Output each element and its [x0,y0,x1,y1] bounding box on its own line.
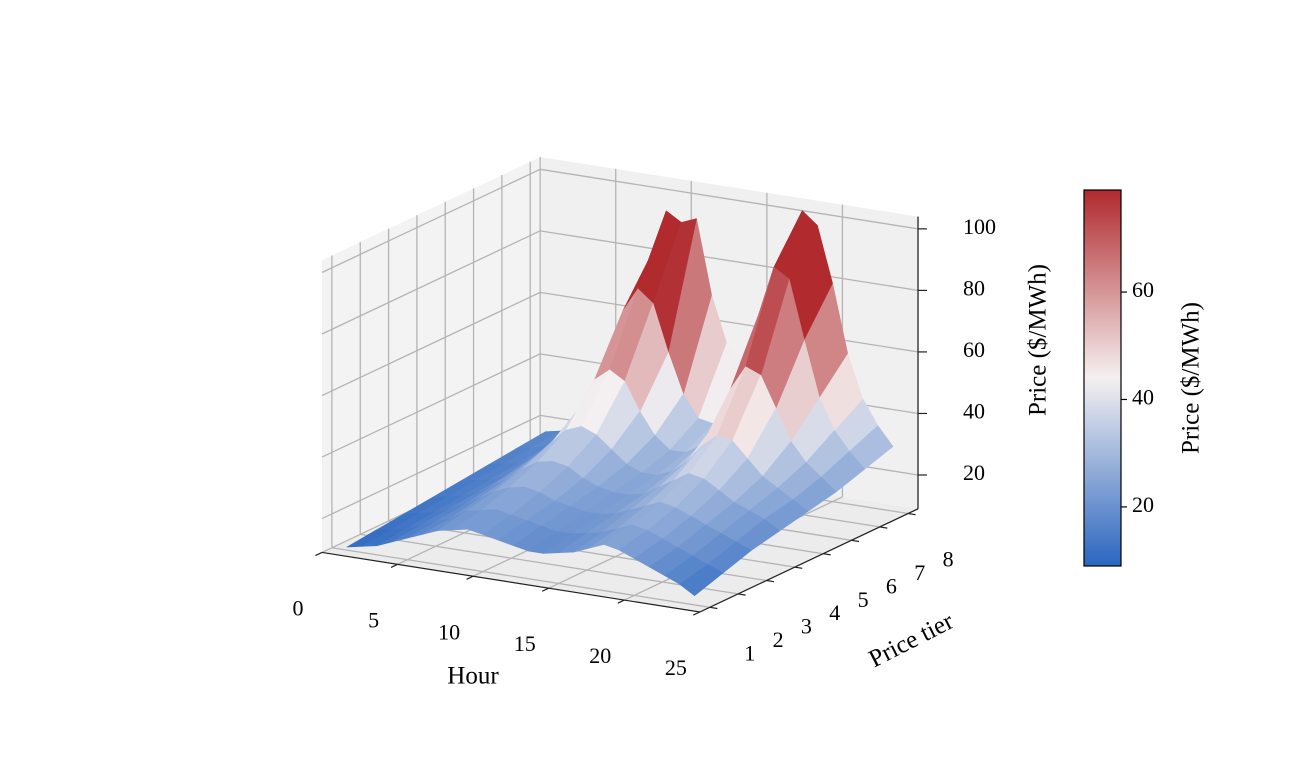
grid-line [321,414,541,520]
pane [322,157,541,553]
axis-line [699,508,919,613]
z-tick-label: 80 [963,275,985,300]
y-tick-label: 1 [744,640,755,665]
tick-mark [541,587,549,592]
y-tick-label: 8 [943,547,954,572]
y-tick-label: 5 [858,587,869,612]
tick-mark [738,593,746,596]
colorbar-tick-label: 20 [1132,492,1154,517]
axis-line [321,551,700,613]
x-tick-label: 5 [368,607,379,632]
tick-mark [709,606,718,610]
tick-mark [466,575,474,580]
x-tick-label: 20 [589,643,611,668]
colorbar-label: Price ($/MWh) [1178,302,1205,454]
colorbar-tick-label: 40 [1132,385,1154,410]
colorbar-tick-label: 60 [1132,277,1154,302]
tick-mark [907,512,916,516]
grid-line [360,533,739,595]
y-tick-label: 3 [801,614,812,639]
tick-mark [794,566,803,569]
x-tick-label: 0 [293,595,304,620]
tick-mark [879,526,888,529]
x-tick-label: 25 [665,655,687,680]
x-tick-label: 10 [438,619,460,644]
grid-line [540,168,919,230]
z-axis-label: Price ($/MWh) [1025,264,1052,416]
z-tick-label: 20 [963,460,985,485]
colorbar-gradient [1083,189,1122,567]
surface-patch [679,564,724,597]
x-tick-label: 15 [514,631,536,656]
tick-mark [693,611,701,616]
tick-mark [617,599,625,604]
y-tick-label: 6 [886,573,897,598]
grid-line [321,230,541,335]
tick-mark [315,551,323,557]
x-axis-label: Hour [447,663,499,690]
z-tick-label: 40 [963,399,985,424]
tick-mark [766,579,775,583]
y-tick-label: 2 [773,627,784,652]
tick-mark [390,563,398,568]
colorbar: Price ($/MWh) 20 40 60 [1083,189,1205,567]
y-axis-label: Price tier [865,607,959,673]
z-tick-label: 60 [963,337,985,362]
y-tick-label: 7 [914,560,925,585]
grid-line [331,547,710,608]
tick-mark [822,553,831,556]
y-tick-label: 4 [829,600,840,625]
grid-line [540,291,919,353]
tick-mark [851,539,860,543]
grid-line [540,230,919,292]
grid-line [321,168,541,274]
grid-line [321,353,541,458]
z-tick-label: 100 [963,214,996,239]
grid-line [321,291,541,397]
